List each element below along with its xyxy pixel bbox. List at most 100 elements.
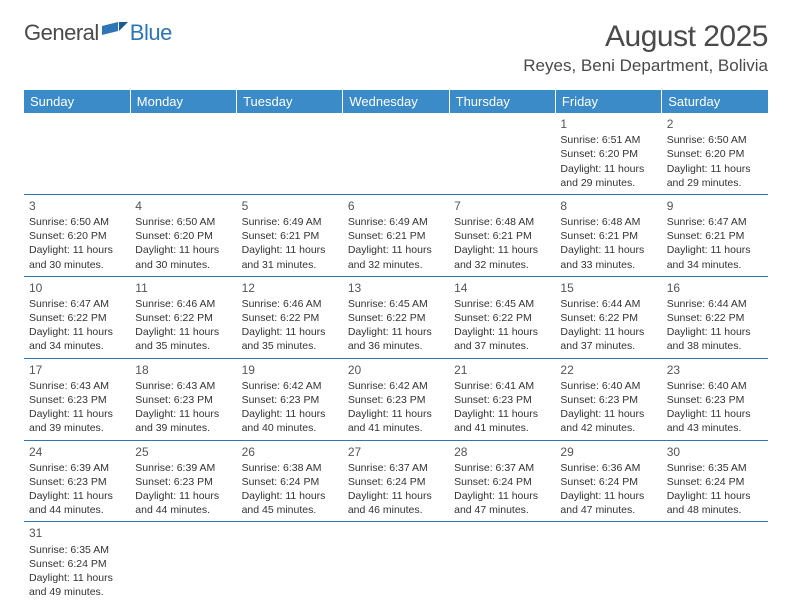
daylight-line: Daylight: 11 hours and 45 minutes. — [242, 489, 338, 517]
sunset-line: Sunset: 6:22 PM — [667, 311, 763, 325]
day-number: 25 — [135, 444, 231, 460]
day-cell: 8Sunrise: 6:48 AMSunset: 6:21 PMDaylight… — [555, 194, 661, 276]
sunrise-line: Sunrise: 6:43 AM — [29, 379, 125, 393]
sunrise-line: Sunrise: 6:51 AM — [560, 133, 656, 147]
daylight-line: Daylight: 11 hours and 32 minutes. — [348, 243, 444, 271]
day-number: 12 — [242, 280, 338, 296]
day-cell: 20Sunrise: 6:42 AMSunset: 6:23 PMDayligh… — [343, 358, 449, 440]
sunrise-line: Sunrise: 6:43 AM — [135, 379, 231, 393]
calendar-row: 1Sunrise: 6:51 AMSunset: 6:20 PMDaylight… — [24, 113, 768, 194]
day-number: 15 — [560, 280, 656, 296]
day-cell: 12Sunrise: 6:46 AMSunset: 6:22 PMDayligh… — [237, 276, 343, 358]
day-cell: 9Sunrise: 6:47 AMSunset: 6:21 PMDaylight… — [662, 194, 768, 276]
daylight-line: Daylight: 11 hours and 35 minutes. — [242, 325, 338, 353]
day-number: 1 — [560, 116, 656, 132]
day-number: 3 — [29, 198, 125, 214]
daylight-line: Daylight: 11 hours and 29 minutes. — [667, 162, 763, 190]
day-number: 20 — [348, 362, 444, 378]
sunset-line: Sunset: 6:21 PM — [454, 229, 550, 243]
sunrise-line: Sunrise: 6:44 AM — [667, 297, 763, 311]
sunset-line: Sunset: 6:22 PM — [348, 311, 444, 325]
sunset-line: Sunset: 6:22 PM — [242, 311, 338, 325]
daylight-line: Daylight: 11 hours and 47 minutes. — [454, 489, 550, 517]
daylight-line: Daylight: 11 hours and 29 minutes. — [560, 162, 656, 190]
day-number: 29 — [560, 444, 656, 460]
daylight-line: Daylight: 11 hours and 47 minutes. — [560, 489, 656, 517]
sunrise-line: Sunrise: 6:40 AM — [560, 379, 656, 393]
page: General Blue August 2025 Reyes, Beni Dep… — [0, 0, 792, 612]
day-number: 23 — [667, 362, 763, 378]
day-number: 5 — [242, 198, 338, 214]
day-cell: 19Sunrise: 6:42 AMSunset: 6:23 PMDayligh… — [237, 358, 343, 440]
title-block: August 2025 Reyes, Beni Department, Boli… — [523, 20, 768, 76]
day-cell: 18Sunrise: 6:43 AMSunset: 6:23 PMDayligh… — [130, 358, 236, 440]
calendar-row: 3Sunrise: 6:50 AMSunset: 6:20 PMDaylight… — [24, 194, 768, 276]
sunset-line: Sunset: 6:24 PM — [560, 475, 656, 489]
day-number: 14 — [454, 280, 550, 296]
sunrise-line: Sunrise: 6:39 AM — [135, 461, 231, 475]
logo: General Blue — [24, 20, 172, 46]
day-cell: 30Sunrise: 6:35 AMSunset: 6:24 PMDayligh… — [662, 440, 768, 522]
sunset-line: Sunset: 6:24 PM — [348, 475, 444, 489]
sunrise-line: Sunrise: 6:49 AM — [242, 215, 338, 229]
sunset-line: Sunset: 6:23 PM — [454, 393, 550, 407]
daylight-line: Daylight: 11 hours and 48 minutes. — [667, 489, 763, 517]
daylight-line: Daylight: 11 hours and 46 minutes. — [348, 489, 444, 517]
sunrise-line: Sunrise: 6:46 AM — [242, 297, 338, 311]
sunset-line: Sunset: 6:24 PM — [454, 475, 550, 489]
sunset-line: Sunset: 6:22 PM — [454, 311, 550, 325]
sunset-line: Sunset: 6:22 PM — [135, 311, 231, 325]
day-cell: 23Sunrise: 6:40 AMSunset: 6:23 PMDayligh… — [662, 358, 768, 440]
sunrise-line: Sunrise: 6:50 AM — [135, 215, 231, 229]
empty-cell — [662, 522, 768, 603]
daylight-line: Daylight: 11 hours and 43 minutes. — [667, 407, 763, 435]
sunrise-line: Sunrise: 6:35 AM — [667, 461, 763, 475]
day-number: 24 — [29, 444, 125, 460]
sunrise-line: Sunrise: 6:42 AM — [242, 379, 338, 393]
empty-cell — [555, 522, 661, 603]
sunrise-line: Sunrise: 6:44 AM — [560, 297, 656, 311]
calendar-row: 17Sunrise: 6:43 AMSunset: 6:23 PMDayligh… — [24, 358, 768, 440]
daylight-line: Daylight: 11 hours and 37 minutes. — [454, 325, 550, 353]
day-number: 6 — [348, 198, 444, 214]
sunset-line: Sunset: 6:23 PM — [29, 393, 125, 407]
sunrise-line: Sunrise: 6:46 AM — [135, 297, 231, 311]
sunrise-line: Sunrise: 6:37 AM — [454, 461, 550, 475]
day-cell: 22Sunrise: 6:40 AMSunset: 6:23 PMDayligh… — [555, 358, 661, 440]
day-number: 30 — [667, 444, 763, 460]
day-number: 28 — [454, 444, 550, 460]
calendar-body: 1Sunrise: 6:51 AMSunset: 6:20 PMDaylight… — [24, 113, 768, 603]
sunrise-line: Sunrise: 6:47 AM — [667, 215, 763, 229]
sunrise-line: Sunrise: 6:45 AM — [454, 297, 550, 311]
day-number: 26 — [242, 444, 338, 460]
daylight-line: Daylight: 11 hours and 38 minutes. — [667, 325, 763, 353]
day-cell: 6Sunrise: 6:49 AMSunset: 6:21 PMDaylight… — [343, 194, 449, 276]
daylight-line: Daylight: 11 hours and 30 minutes. — [29, 243, 125, 271]
day-cell: 31Sunrise: 6:35 AMSunset: 6:24 PMDayligh… — [24, 522, 130, 603]
day-number: 27 — [348, 444, 444, 460]
empty-cell — [449, 113, 555, 194]
day-cell: 14Sunrise: 6:45 AMSunset: 6:22 PMDayligh… — [449, 276, 555, 358]
sunset-line: Sunset: 6:20 PM — [29, 229, 125, 243]
calendar-row: 31Sunrise: 6:35 AMSunset: 6:24 PMDayligh… — [24, 522, 768, 603]
day-cell: 17Sunrise: 6:43 AMSunset: 6:23 PMDayligh… — [24, 358, 130, 440]
sunset-line: Sunset: 6:23 PM — [135, 475, 231, 489]
daylight-line: Daylight: 11 hours and 39 minutes. — [29, 407, 125, 435]
logo-text-general: General — [24, 20, 99, 46]
sunset-line: Sunset: 6:24 PM — [242, 475, 338, 489]
day-number: 11 — [135, 280, 231, 296]
page-title: August 2025 — [523, 20, 768, 54]
day-number: 2 — [667, 116, 763, 132]
day-cell: 28Sunrise: 6:37 AMSunset: 6:24 PMDayligh… — [449, 440, 555, 522]
sunrise-line: Sunrise: 6:36 AM — [560, 461, 656, 475]
sunrise-line: Sunrise: 6:38 AM — [242, 461, 338, 475]
day-number: 10 — [29, 280, 125, 296]
daylight-line: Daylight: 11 hours and 44 minutes. — [29, 489, 125, 517]
sunset-line: Sunset: 6:23 PM — [348, 393, 444, 407]
weekday-header: Thursday — [449, 90, 555, 113]
sunset-line: Sunset: 6:21 PM — [348, 229, 444, 243]
sunset-line: Sunset: 6:24 PM — [667, 475, 763, 489]
sunset-line: Sunset: 6:20 PM — [135, 229, 231, 243]
day-cell: 11Sunrise: 6:46 AMSunset: 6:22 PMDayligh… — [130, 276, 236, 358]
empty-cell — [343, 113, 449, 194]
